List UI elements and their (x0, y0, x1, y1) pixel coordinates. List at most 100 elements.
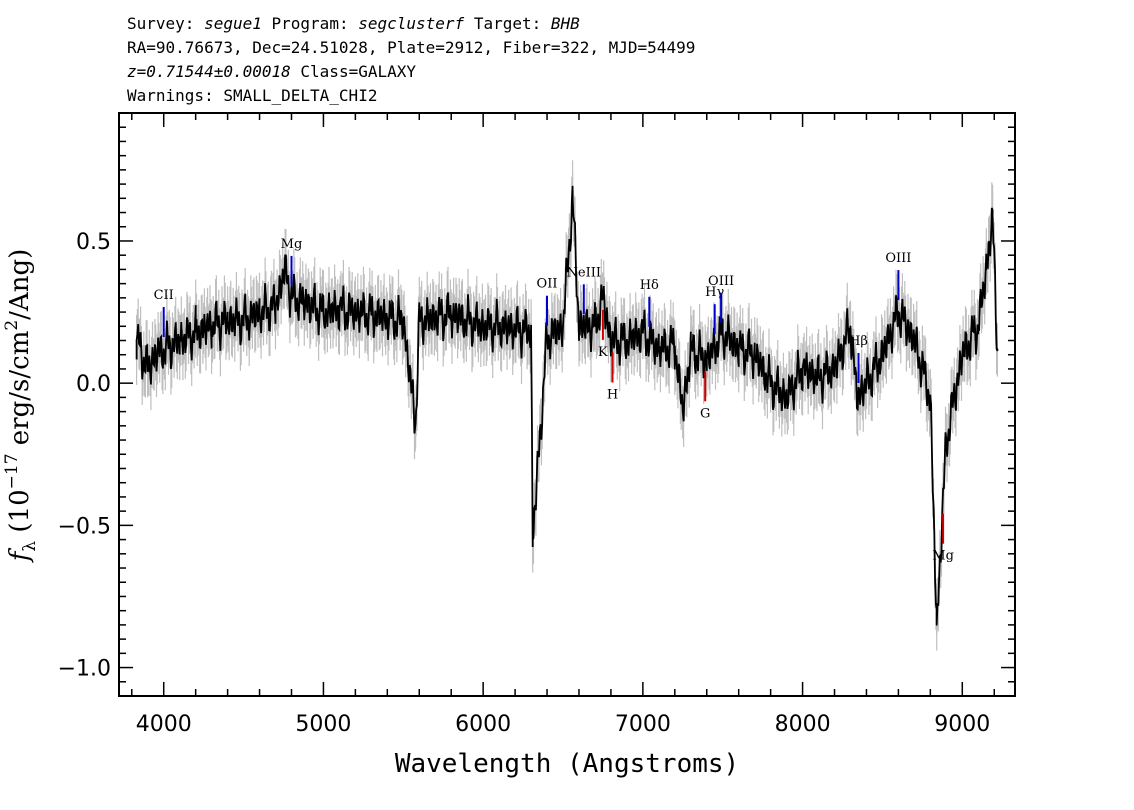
annotation-label: CII (154, 288, 174, 303)
flux-data-point (935, 624, 938, 626)
flux-data-point (284, 268, 286, 271)
y-axis-ticks: −1.0 −0.5 0.0 0.5 (58, 126, 1015, 697)
flux-data-point (370, 314, 373, 316)
flux-data-point (306, 302, 309, 305)
flux-data-point (610, 339, 612, 342)
flux-data-point (482, 325, 484, 328)
y-tick-label: 0.0 (76, 372, 111, 397)
class-value: Class=GALAXY (300, 62, 416, 81)
redshift-value: z=0.71544±0.00018 (127, 62, 291, 81)
annotation-label: Hβ (849, 334, 868, 349)
flux-data-point (154, 353, 157, 356)
flux-data-point (753, 353, 756, 356)
flux-data-point (769, 382, 772, 385)
flux-data-point (450, 314, 453, 316)
flux-data-point (418, 319, 421, 322)
annotation-label: NeIII (567, 265, 601, 280)
flux-data-point (578, 325, 580, 328)
x-axis-ticks: 4000 5000 6000 7000 8000 9000 (131, 113, 995, 737)
flux-data-point (571, 197, 574, 200)
flux-data-point (897, 311, 900, 313)
spectrum-header: Survey: segue1 Program: segclusterf Targ… (127, 12, 695, 108)
flux-data-point (977, 325, 980, 328)
flux-data-point (386, 317, 389, 319)
flux-data-point (737, 348, 740, 350)
y-tick-label: −0.5 (58, 514, 111, 539)
flux-data-point (801, 368, 804, 370)
annotation-label: OIII (885, 251, 911, 266)
flux-data-point (706, 359, 708, 362)
x-tick-label: 8000 (775, 712, 831, 737)
x-tick-label: 9000 (934, 712, 990, 737)
program-label: Program: (271, 14, 349, 33)
y-axis-label: fλ (10−17 erg/s/cm2/Ang) (2, 249, 40, 564)
flux-data-point (146, 368, 149, 370)
flux-data-point (338, 308, 341, 311)
x-axis-label: Wavelength (Angstroms) (395, 749, 739, 779)
flux-data-point (226, 319, 229, 322)
program-value: segclusterf (358, 14, 465, 33)
flux-data-point (658, 348, 660, 350)
svg-text:fλ (10−17 erg/s/cm2/Ang): fλ (10−17 erg/s/cm2/Ang) (2, 249, 40, 564)
flux-data-point (721, 331, 724, 333)
target-label: Target: (473, 14, 542, 33)
flux-data-point (530, 331, 532, 333)
flux-data-point (961, 353, 964, 356)
flux-data-point (562, 325, 564, 328)
target-value: BHB (550, 14, 580, 33)
flux-data-point (626, 339, 628, 342)
flux-data-point (242, 319, 245, 322)
flux-series-line (135, 185, 999, 625)
flux-data-point (514, 328, 516, 330)
flux-data-point (833, 368, 836, 370)
flux-data-point (162, 348, 165, 350)
flux-data-point (913, 339, 916, 342)
x-tick-label: 5000 (295, 712, 351, 737)
y-tick-label: −1.0 (58, 657, 111, 682)
flux-data-point (785, 396, 788, 399)
flux-data-point (274, 305, 277, 308)
header-line-4: Warnings: SMALL_DELTA_CHI2 (127, 86, 378, 105)
flux-data-point (322, 311, 325, 313)
flux-data-point (466, 319, 469, 322)
flux-data-point (945, 439, 948, 441)
y-tick-label: 0.5 (76, 230, 111, 255)
annotation-label: G (700, 406, 710, 421)
flux-data-point (210, 325, 213, 328)
flux-data-point (602, 297, 604, 299)
x-tick-label: 4000 (136, 712, 192, 737)
flux-data-point (996, 348, 999, 350)
flux-data-point (690, 348, 692, 350)
error-band (136, 160, 999, 651)
survey-value: segue1 (204, 14, 262, 33)
flux-data-point (414, 422, 417, 424)
survey-label: Survey: (127, 14, 195, 33)
annotation-label: K (598, 345, 608, 360)
flux-data-point (290, 297, 293, 299)
header-line-1: Survey: segue1 Program: segclusterf Targ… (127, 12, 695, 36)
annotation-label: Mg (932, 549, 954, 564)
annotation-label: H (607, 388, 618, 403)
flux-data-point (402, 319, 405, 322)
flux-data-point (354, 311, 357, 313)
flux-data-point (434, 317, 437, 319)
annotation-label: OIII (708, 274, 734, 289)
annotation-label: OII (537, 277, 558, 292)
flux-data-point (546, 336, 548, 339)
flux-data-point (985, 268, 988, 271)
flux-data-point (531, 538, 534, 541)
flux-data-point (849, 325, 852, 328)
plot-frame (118, 112, 1016, 697)
flux-data-point (856, 396, 858, 399)
flux-data-point (194, 331, 197, 333)
flux-line (135, 185, 999, 626)
flux-data-point (674, 345, 676, 348)
flux-data-point (135, 339, 138, 342)
annotation-label: Hδ (640, 278, 659, 293)
flux-data-point (594, 325, 596, 328)
flux-data-point (817, 376, 820, 379)
x-tick-label: 7000 (615, 712, 671, 737)
header-line-2: RA=90.76673, Dec=24.51028, Plate=2912, F… (127, 38, 696, 57)
flux-data-point (258, 311, 261, 313)
